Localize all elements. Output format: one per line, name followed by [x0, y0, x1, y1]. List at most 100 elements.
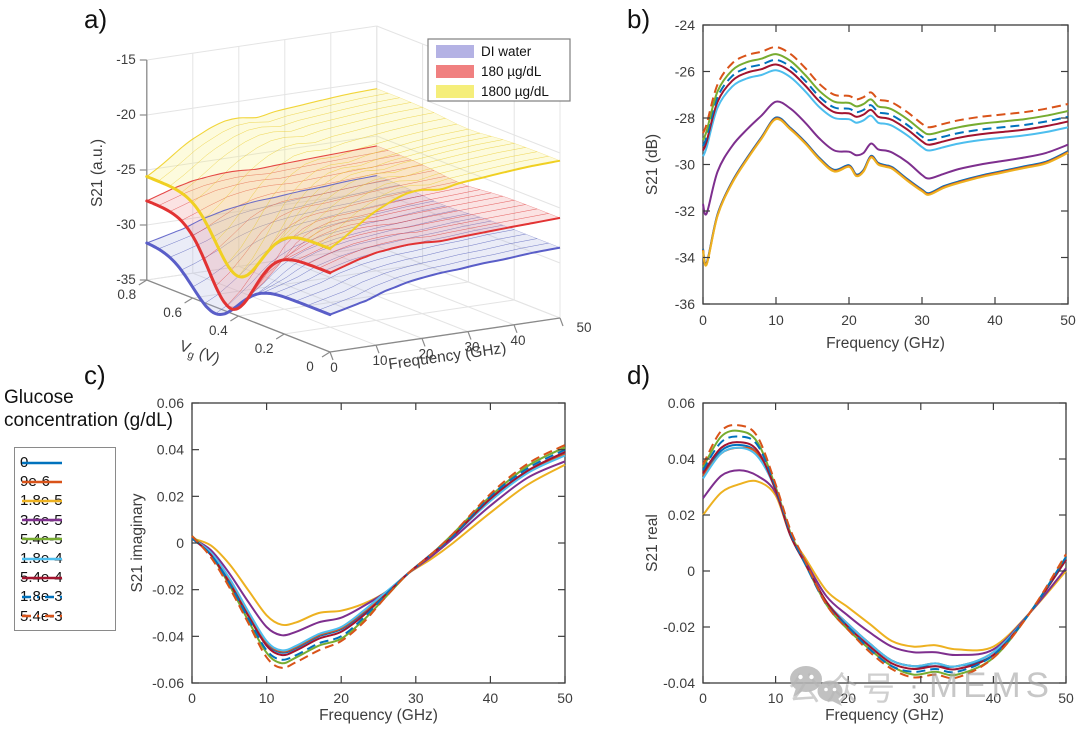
legend-label: 1800 µg/dL: [481, 84, 549, 99]
x-tick-label: 10: [768, 312, 784, 328]
glucose-legend-box: 09e-61.8e-53.6e-55.4e-51.8e-45.4e-41.8e-…: [14, 447, 116, 631]
series-line-5.4e-3: [191, 444, 566, 669]
y-tick-label: 0.04: [157, 442, 184, 458]
surface-strip-180 µg/dL: [283, 199, 527, 261]
x-tick-label: 50: [557, 690, 573, 706]
surface-far-edge-1800 µg/dL: [146, 88, 377, 178]
glucose-legend-item-label: 5.4e-3: [20, 607, 63, 625]
y-tick-label: 0: [687, 563, 695, 579]
y-tick-label: -32: [675, 203, 695, 219]
series-line-5.4e-4: [191, 451, 566, 657]
freq-axis-line: [329, 317, 561, 353]
grid-floor: [192, 263, 423, 299]
x-tick-label: 10: [259, 690, 275, 706]
glucose-legend-line-sample: [22, 595, 62, 599]
surface-strip-1800 µg/dL: [157, 92, 401, 187]
glucose-legend-line-sample: [22, 557, 62, 560]
y-axis-label: S21 imaginary: [129, 493, 146, 592]
z-axis-label: S21 (a.u.): [89, 139, 106, 207]
y-tick-label: 0: [176, 535, 184, 551]
panel-b-label: b): [627, 4, 651, 34]
x-tick-label: 40: [483, 690, 499, 706]
series-line-5.4e-3: [702, 423, 1067, 680]
series-line-1.8e-5: [702, 479, 1067, 652]
freq-tick-label: 10: [372, 353, 387, 368]
panel-a-label: a): [84, 4, 108, 34]
series-line-5.4e-5: [191, 446, 566, 665]
y-tick-label: -28: [675, 110, 695, 126]
grid-wall-right: [376, 80, 561, 154]
glucose-legend-title-line2: concentration (g/dL): [4, 410, 173, 431]
surface-strip-1800 µg/dL: [249, 132, 492, 274]
glucose-legend-item: 5.4e-3: [20, 607, 115, 626]
glucose-legend-line-sample: [22, 461, 62, 464]
surface-far-edge-180 µg/dL: [146, 145, 377, 202]
vg-tick-mark: [230, 315, 239, 322]
freq-tick-label: 30: [464, 340, 479, 355]
series-line-5.4e-4: [702, 63, 1069, 151]
x-tick-label: 10: [768, 690, 784, 706]
surface-near-edge-180 µg/dL: [329, 216, 561, 274]
glucose-legend-item: 9e-6: [20, 472, 115, 491]
legend-label: 180 µg/dL: [481, 64, 542, 79]
y-tick-label: -34: [675, 250, 695, 266]
surface-strip-1800 µg/dL: [203, 112, 447, 243]
surface-front-dip-curve-180 µg/dL: [145, 199, 332, 311]
glucose-legend-item: 1.8e-4: [20, 549, 115, 568]
x-tick-label: 30: [408, 690, 424, 706]
freq-tick-label: 0: [330, 360, 338, 375]
x-tick-label: 0: [699, 312, 707, 328]
series-line-1.8e-3: [191, 448, 566, 661]
glucose-legend-line-sample: [22, 538, 62, 541]
surface-strip-DI water: [203, 200, 447, 314]
series-line-1.8e-5: [702, 118, 1069, 267]
surface-strip-DI water: [226, 209, 469, 314]
glucose-legend-title-line1: Glucose: [4, 387, 74, 408]
surface-strip-1800 µg/dL: [169, 97, 412, 194]
legend-swatch-180 µg/dL: [436, 65, 474, 78]
panel-d-label: d): [627, 360, 651, 390]
surface-strip-1800 µg/dL: [215, 118, 458, 265]
glucose-legend-line-sample: [22, 614, 62, 618]
freq-tick-mark: [421, 338, 426, 347]
vg-tick-label: 0.4: [209, 323, 228, 338]
surface-strip-180 µg/dL: [169, 154, 412, 221]
grid-wall-right: [376, 245, 561, 319]
series-line-1.8e-4: [702, 446, 1067, 668]
glucose-legend-item: 5.4e-5: [20, 530, 115, 549]
surface-strip-180 µg/dL: [306, 208, 550, 269]
surface-strip-DI water: [272, 224, 516, 298]
surface-strip-180 µg/dL: [272, 195, 516, 265]
glucose-legend-line-sample: [22, 576, 62, 580]
series-line-1.8e-3: [702, 58, 1069, 147]
freq-tick-label: 20: [418, 346, 433, 361]
surface-near-edge-1800 µg/dL: [329, 159, 561, 250]
y-tick-label: 0.06: [668, 395, 695, 411]
x-tick-label: 0: [699, 690, 707, 706]
y-tick-label: -26: [675, 64, 695, 80]
grid-wall-left: [146, 25, 377, 61]
series-line-1.8e-4: [702, 69, 1069, 157]
series-line-3.6e-5: [702, 100, 1069, 216]
x-tick-label: 50: [1060, 312, 1076, 328]
surface-strip-1800 µg/dL: [306, 151, 550, 245]
y-tick-label: 0.02: [668, 507, 695, 523]
surface-strip-180 µg/dL: [238, 185, 480, 309]
glucose-legend-item: 1.8e-3: [20, 587, 115, 606]
x-tick-label: 30: [914, 312, 930, 328]
glucose-legend-title: Glucose concentration (g/dL): [4, 386, 173, 432]
grid-wall-left: [146, 190, 377, 226]
surface-strip-1800 µg/dL: [180, 102, 424, 204]
glucose-legend-item: 1.8e-5: [20, 491, 115, 510]
surface-strip-DI water: [169, 184, 412, 271]
y-axis-label: S21 (dB): [644, 134, 661, 195]
freq-tick-mark: [559, 317, 564, 327]
grid-wall-left: [146, 80, 377, 116]
vg-tick-label: 0.2: [255, 341, 274, 356]
plot-border: [702, 402, 1067, 684]
glucose-legend-item: 5.4e-4: [20, 568, 115, 587]
vg-tick-mark: [138, 279, 148, 286]
y-tick-label: -0.02: [152, 582, 184, 598]
y-tick-label: -30: [675, 157, 695, 173]
